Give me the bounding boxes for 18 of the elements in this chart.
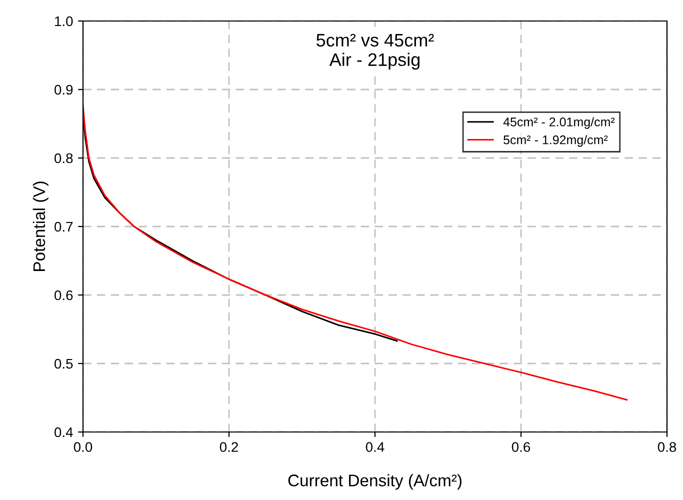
x-axis-title: Current Density (A/cm²) (288, 474, 462, 490)
y-tick-label: 0.7 (54, 222, 73, 232)
y-tick-label: 0.6 (54, 290, 73, 300)
legend-label: 5cm² - 1.92mg/cm² (504, 135, 608, 147)
y-tick-label: 0.9 (54, 84, 73, 95)
y-tick-label: 0.8 (54, 153, 73, 164)
y-axis-title: Potential (V) (32, 182, 48, 271)
x-tick-label: 0.6 (512, 442, 530, 452)
y-tick-label: 1.0 (55, 16, 73, 26)
text: 5cm² vs 45cm² Air - 21psig (316, 34, 434, 70)
legend-label: 45cm² - 2.01mg/cm² (503, 117, 615, 129)
y-tick-label: 0.4 (54, 427, 73, 438)
y-tick-label: 0.5 (54, 358, 73, 369)
x-tick-label: 0.2 (220, 442, 238, 452)
x-tick-label: 0.8 (658, 442, 676, 452)
x-tick-label: 0.0 (74, 442, 92, 452)
x-tick-label: 0.4 (366, 442, 384, 452)
line-series (83, 106, 628, 401)
